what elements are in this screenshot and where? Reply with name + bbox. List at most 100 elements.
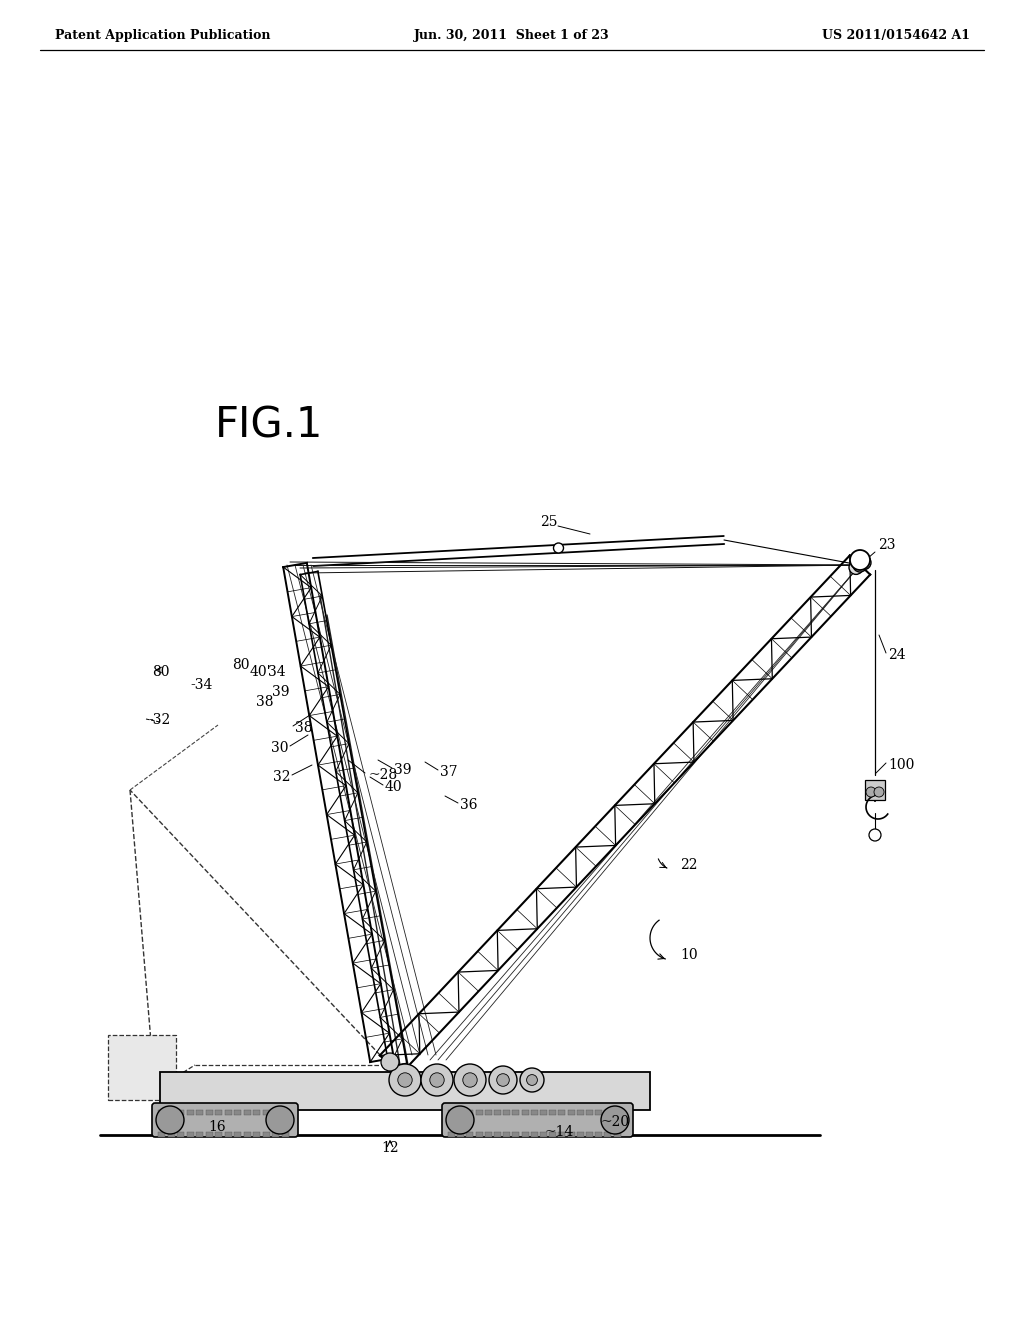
- Bar: [613, 1110, 621, 1115]
- Bar: [475, 1133, 482, 1137]
- Text: ~20: ~20: [600, 1115, 629, 1129]
- Bar: [206, 1110, 213, 1115]
- Text: 40': 40': [250, 665, 271, 678]
- Text: 39: 39: [272, 685, 290, 700]
- Circle shape: [526, 1074, 538, 1085]
- Text: Patent Application Publication: Patent Application Publication: [55, 29, 270, 41]
- Text: 30: 30: [270, 741, 288, 755]
- Text: 36: 36: [460, 799, 477, 812]
- Bar: [272, 1110, 279, 1115]
- Bar: [540, 1133, 547, 1137]
- Circle shape: [446, 1106, 474, 1134]
- Bar: [196, 1110, 203, 1115]
- Circle shape: [497, 1073, 509, 1086]
- Bar: [577, 1110, 584, 1115]
- Bar: [530, 1110, 538, 1115]
- Circle shape: [489, 1067, 517, 1094]
- Bar: [253, 1133, 260, 1137]
- Bar: [586, 1110, 593, 1115]
- Bar: [503, 1110, 510, 1115]
- Bar: [567, 1133, 574, 1137]
- Circle shape: [520, 1068, 544, 1092]
- Circle shape: [156, 1106, 184, 1134]
- Circle shape: [853, 558, 867, 572]
- Bar: [206, 1133, 213, 1137]
- Bar: [484, 1110, 492, 1115]
- Bar: [244, 1133, 251, 1137]
- Circle shape: [857, 556, 871, 570]
- Bar: [449, 1133, 455, 1137]
- Circle shape: [866, 787, 876, 797]
- Bar: [158, 1133, 165, 1137]
- Bar: [604, 1110, 611, 1115]
- Bar: [457, 1110, 464, 1115]
- Bar: [521, 1110, 528, 1115]
- Bar: [558, 1133, 565, 1137]
- Bar: [549, 1110, 556, 1115]
- Circle shape: [389, 1064, 421, 1096]
- Bar: [512, 1110, 519, 1115]
- Text: US 2011/0154642 A1: US 2011/0154642 A1: [822, 29, 970, 41]
- Text: 80: 80: [153, 665, 170, 678]
- Circle shape: [421, 1064, 453, 1096]
- Text: 12: 12: [381, 1140, 398, 1155]
- Bar: [215, 1133, 222, 1137]
- Bar: [449, 1110, 455, 1115]
- Bar: [475, 1110, 482, 1115]
- Bar: [577, 1133, 584, 1137]
- Bar: [168, 1110, 174, 1115]
- Text: 10: 10: [680, 948, 697, 962]
- Text: 34: 34: [268, 665, 286, 678]
- Bar: [466, 1110, 473, 1115]
- Text: Jun. 30, 2011  Sheet 1 of 23: Jun. 30, 2011 Sheet 1 of 23: [414, 29, 610, 41]
- Text: 37: 37: [440, 766, 458, 779]
- Text: 16: 16: [208, 1119, 225, 1134]
- Bar: [865, 780, 885, 800]
- FancyBboxPatch shape: [442, 1104, 633, 1137]
- Circle shape: [849, 561, 863, 574]
- Bar: [586, 1133, 593, 1137]
- Bar: [215, 1110, 222, 1115]
- Text: 38: 38: [295, 721, 312, 735]
- Circle shape: [381, 1053, 399, 1071]
- Text: 80: 80: [232, 657, 250, 672]
- Bar: [186, 1110, 194, 1115]
- Circle shape: [554, 543, 563, 553]
- Bar: [613, 1133, 621, 1137]
- Bar: [196, 1133, 203, 1137]
- Circle shape: [397, 1073, 413, 1088]
- Bar: [484, 1133, 492, 1137]
- Bar: [494, 1110, 501, 1115]
- Bar: [604, 1133, 611, 1137]
- Text: 25: 25: [540, 515, 557, 529]
- Circle shape: [601, 1106, 629, 1134]
- Circle shape: [463, 1073, 477, 1088]
- Bar: [224, 1133, 231, 1137]
- Bar: [567, 1110, 574, 1115]
- Text: 22: 22: [680, 858, 697, 873]
- Bar: [186, 1133, 194, 1137]
- Text: 39: 39: [394, 763, 412, 777]
- Bar: [512, 1133, 519, 1137]
- Bar: [234, 1133, 241, 1137]
- Circle shape: [850, 550, 870, 570]
- Text: ~14: ~14: [545, 1125, 574, 1139]
- Bar: [457, 1133, 464, 1137]
- Bar: [503, 1133, 510, 1137]
- Text: 38: 38: [256, 696, 273, 709]
- Bar: [177, 1110, 184, 1115]
- Text: 32: 32: [272, 770, 290, 784]
- Bar: [224, 1110, 231, 1115]
- Text: -32: -32: [148, 713, 170, 727]
- Bar: [160, 1072, 650, 1110]
- Bar: [168, 1133, 174, 1137]
- Bar: [466, 1133, 473, 1137]
- Text: 100: 100: [888, 758, 914, 772]
- Circle shape: [454, 1064, 486, 1096]
- Circle shape: [266, 1106, 294, 1134]
- Bar: [234, 1110, 241, 1115]
- Bar: [272, 1133, 279, 1137]
- Bar: [494, 1133, 501, 1137]
- Text: -34: -34: [190, 678, 212, 692]
- Bar: [282, 1133, 289, 1137]
